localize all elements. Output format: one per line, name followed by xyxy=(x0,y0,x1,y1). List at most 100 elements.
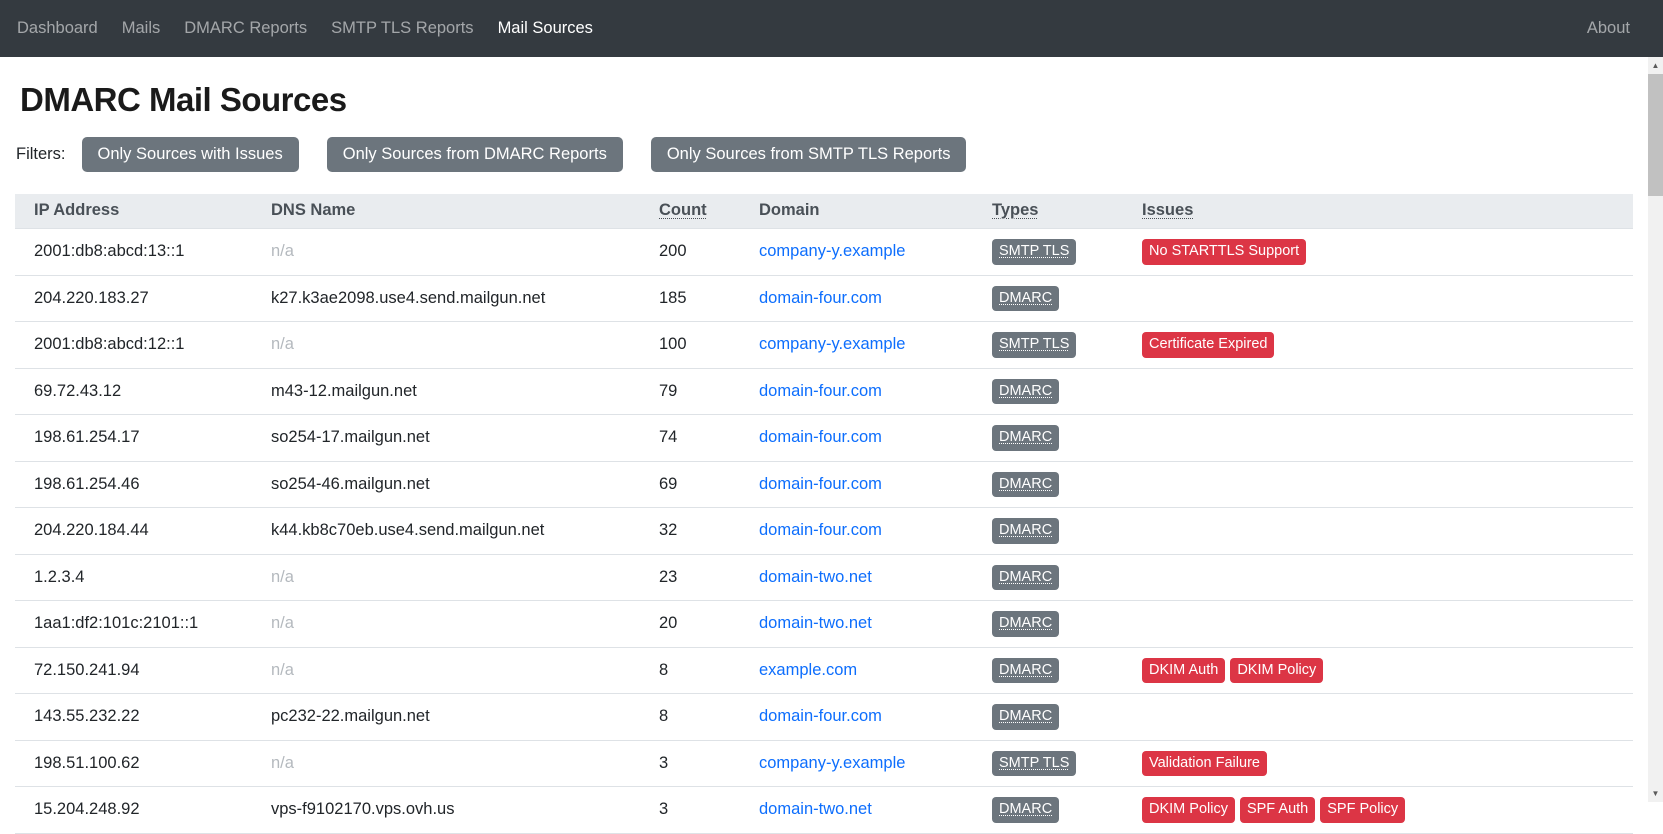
nav-item-mail-sources[interactable]: Mail Sources xyxy=(497,19,593,37)
count-cell: 79 xyxy=(647,368,747,415)
table-row: 1aa1:df2:101c:2101::1 n/a 20 domain-two.… xyxy=(15,600,1633,648)
main-content: DMARC Mail Sources Filters: Only Sources… xyxy=(0,81,1663,834)
issue-badge: DKIM Auth xyxy=(1142,657,1226,683)
ip-address-cell: 198.51.100.62 xyxy=(15,740,259,787)
types-cell: DMARC xyxy=(980,368,1130,415)
issues-cell xyxy=(1130,600,1633,648)
ip-address-cell: 69.72.43.12 xyxy=(15,368,259,415)
domain-cell: domain-two.net xyxy=(747,600,980,648)
domain-link[interactable]: domain-four.com xyxy=(759,474,882,493)
domain-cell: company-y.example xyxy=(747,321,980,369)
scrollbar-thumb[interactable] xyxy=(1648,74,1663,196)
domain-link[interactable]: company-y.example xyxy=(759,753,906,772)
types-cell: DMARC xyxy=(980,647,1130,694)
type-badge[interactable]: SMTP TLS xyxy=(992,239,1077,265)
types-cell: DMARC xyxy=(980,507,1130,555)
issue-badge: SPF Policy xyxy=(1320,797,1406,823)
issues-cell xyxy=(1130,507,1633,555)
ip-address-cell: 204.220.183.27 xyxy=(15,275,259,322)
table-row: 198.51.100.62 n/a 3 company-y.example SM… xyxy=(15,740,1633,787)
domain-link[interactable]: domain-four.com xyxy=(759,428,882,447)
domain-link[interactable]: company-y.example xyxy=(759,242,906,261)
filters-row: Filters: Only Sources with Issues Only S… xyxy=(16,137,1633,172)
ip-address-cell: 2001:db8:abcd:12::1 xyxy=(15,321,259,369)
table-row: 204.220.184.44 k44.kb8c70eb.use4.send.ma… xyxy=(15,507,1633,555)
domain-cell: domain-four.com xyxy=(747,414,980,462)
issues-cell xyxy=(1130,368,1633,415)
dns-name-cell: n/a xyxy=(259,740,647,787)
nav-item-mails[interactable]: Mails xyxy=(121,19,161,37)
column-header-issues[interactable]: Issues xyxy=(1130,194,1633,229)
type-badge[interactable]: SMTP TLS xyxy=(992,332,1077,358)
type-badge[interactable]: DMARC xyxy=(992,378,1060,404)
types-cell: DMARC xyxy=(980,414,1130,462)
column-header-count[interactable]: Count xyxy=(647,194,747,229)
issue-badge: DKIM Policy xyxy=(1230,657,1324,683)
domain-link[interactable]: domain-four.com xyxy=(759,707,882,726)
dns-name-cell: k44.kb8c70eb.use4.send.mailgun.net xyxy=(259,507,647,555)
nav-item-about[interactable]: About xyxy=(1586,19,1630,37)
issues-cell xyxy=(1130,275,1633,322)
domain-cell: company-y.example xyxy=(747,740,980,787)
issues-cell xyxy=(1130,554,1633,601)
type-badge[interactable]: DMARC xyxy=(992,797,1060,823)
scrollbar-down-arrow-icon[interactable]: ▼ xyxy=(1651,789,1660,798)
count-cell: 74 xyxy=(647,414,747,462)
domain-link[interactable]: domain-four.com xyxy=(759,288,882,307)
count-cell: 100 xyxy=(647,321,747,369)
domain-link[interactable]: domain-two.net xyxy=(759,800,872,819)
table-row: 72.150.241.94 n/a 8 example.com DMARC DK… xyxy=(15,647,1633,694)
domain-cell: domain-four.com xyxy=(747,507,980,555)
issues-cell: Validation Failure xyxy=(1130,740,1633,787)
nav-item-dmarc-reports[interactable]: DMARC Reports xyxy=(184,19,308,37)
dns-name-cell: k27.k3ae2098.use4.send.mailgun.net xyxy=(259,275,647,322)
domain-cell: domain-four.com xyxy=(747,368,980,415)
nav-item-smtp-tls-reports[interactable]: SMTP TLS Reports xyxy=(331,19,474,37)
domain-link[interactable]: example.com xyxy=(759,660,858,679)
domain-link[interactable]: domain-two.net xyxy=(759,614,872,633)
issues-cell xyxy=(1130,461,1633,508)
domain-link[interactable]: domain-two.net xyxy=(759,567,872,586)
type-badge[interactable]: DMARC xyxy=(992,611,1060,637)
column-header-ip-address: IP Address xyxy=(15,194,259,229)
type-badge[interactable]: DMARC xyxy=(992,564,1060,590)
types-cell: DMARC xyxy=(980,600,1130,648)
type-badge[interactable]: DMARC xyxy=(992,425,1060,451)
filter-only-dmarc-button[interactable]: Only Sources from DMARC Reports xyxy=(326,137,623,172)
mail-sources-table-body: 2001:db8:abcd:13::1 n/a 200 company-y.ex… xyxy=(15,228,1633,834)
domain-link[interactable]: domain-four.com xyxy=(759,521,882,540)
count-cell: 32 xyxy=(647,507,747,555)
vertical-scrollbar[interactable]: ▲ ▼ xyxy=(1648,57,1663,802)
scrollbar-up-arrow-icon[interactable]: ▲ xyxy=(1651,61,1660,70)
issue-badge: Validation Failure xyxy=(1142,750,1267,776)
dns-name-cell: n/a xyxy=(259,554,647,601)
column-header-domain: Domain xyxy=(747,194,980,229)
domain-link[interactable]: domain-four.com xyxy=(759,381,882,400)
filter-only-issues-button[interactable]: Only Sources with Issues xyxy=(81,137,299,172)
issues-cell: DKIM Auth DKIM Policy xyxy=(1130,647,1633,694)
issues-cell: No STARTTLS Support xyxy=(1130,228,1633,276)
table-row: 143.55.232.22 pc232-22.mailgun.net 8 dom… xyxy=(15,693,1633,741)
table-row: 15.204.248.92 vps-f9102170.vps.ovh.us 3 … xyxy=(15,786,1633,834)
column-header-count-label: Count xyxy=(659,201,707,219)
dns-name-cell: pc232-22.mailgun.net xyxy=(259,693,647,741)
column-header-types[interactable]: Types xyxy=(980,194,1130,229)
count-cell: 8 xyxy=(647,647,747,694)
nav-item-dashboard[interactable]: Dashboard xyxy=(17,19,98,37)
ip-address-cell: 72.150.241.94 xyxy=(15,647,259,694)
table-row: 1.2.3.4 n/a 23 domain-two.net DMARC xyxy=(15,554,1633,601)
dns-name-cell: n/a xyxy=(259,600,647,648)
table-row: 198.61.254.46 so254-46.mailgun.net 69 do… xyxy=(15,461,1633,508)
domain-cell: domain-four.com xyxy=(747,693,980,741)
type-badge[interactable]: DMARC xyxy=(992,704,1060,730)
type-badge[interactable]: DMARC xyxy=(992,285,1060,311)
dns-name-cell: m43-12.mailgun.net xyxy=(259,368,647,415)
issues-cell: DKIM Policy SPF Auth SPF Policy xyxy=(1130,786,1633,834)
filter-only-smtp-tls-button[interactable]: Only Sources from SMTP TLS Reports xyxy=(650,137,967,172)
type-badge[interactable]: DMARC xyxy=(992,471,1060,497)
type-badge[interactable]: DMARC xyxy=(992,518,1060,544)
type-badge[interactable]: SMTP TLS xyxy=(992,750,1077,776)
ip-address-cell: 143.55.232.22 xyxy=(15,693,259,741)
type-badge[interactable]: DMARC xyxy=(992,657,1060,683)
domain-link[interactable]: company-y.example xyxy=(759,335,906,354)
